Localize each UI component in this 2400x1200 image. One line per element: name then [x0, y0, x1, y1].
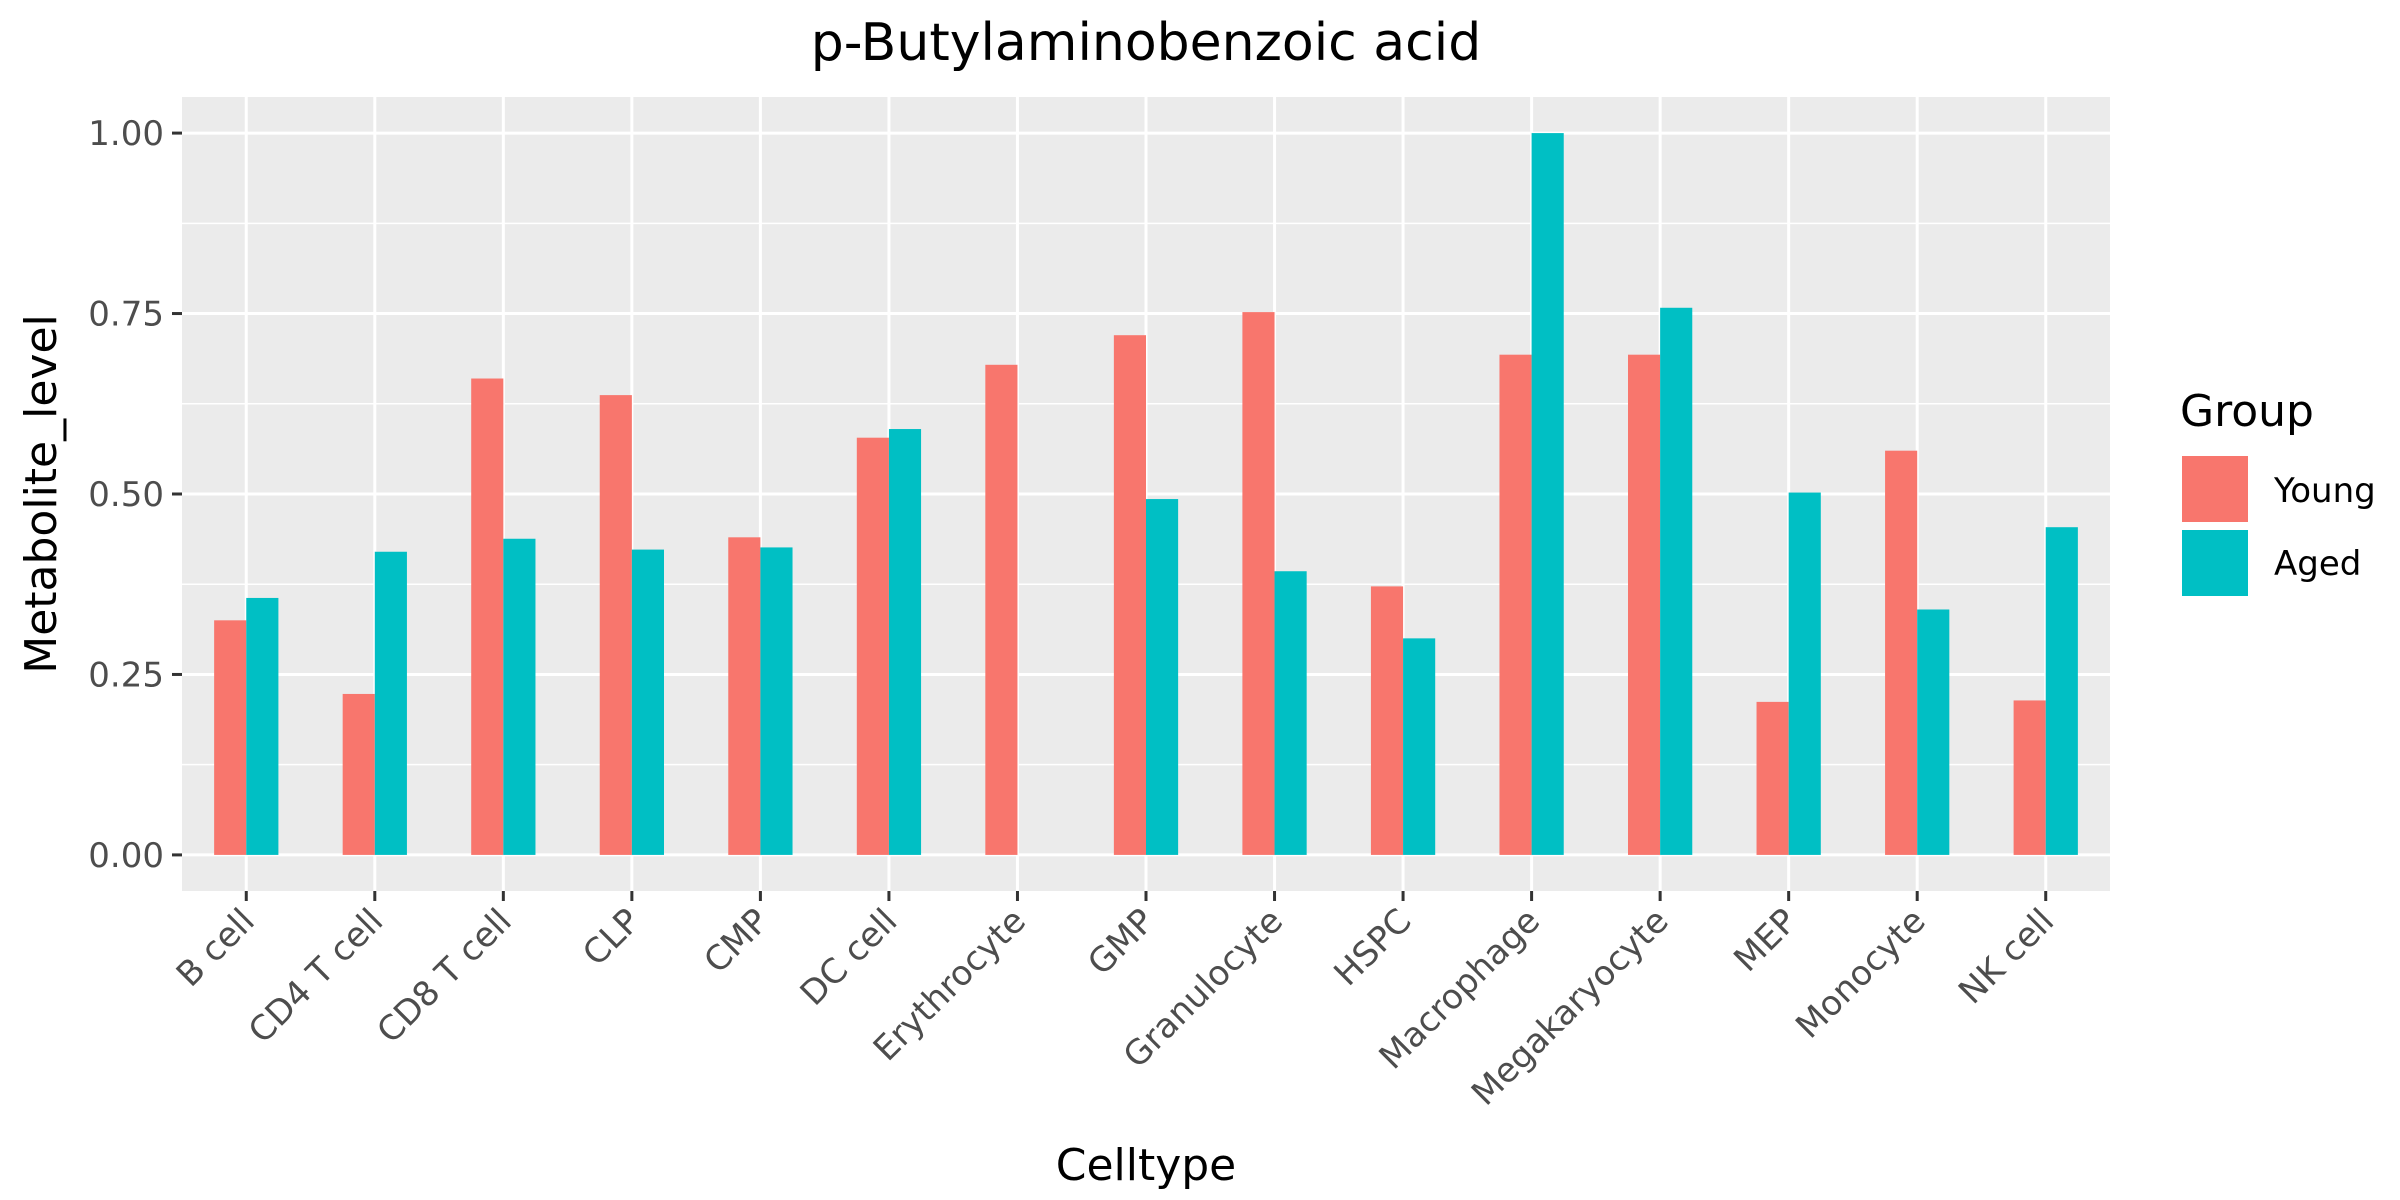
y-axis-title: Metabolite_level	[16, 314, 67, 674]
legend: Group Young Aged	[2180, 386, 2376, 596]
bar-young-cd8-t-cell	[471, 378, 504, 855]
bar-young-nk-cell	[2013, 700, 2046, 855]
bar-young-erythrocyte	[985, 364, 1018, 855]
bar-aged-gmp	[1146, 499, 1179, 855]
legend-title: Group	[2180, 386, 2314, 437]
bar-aged-hspc	[1403, 638, 1436, 855]
x-tick-label: CD8 T cell	[369, 901, 519, 1051]
bar-young-macrophage	[1499, 354, 1532, 855]
x-tick-label: Monocyte	[1788, 901, 1933, 1046]
bar-aged-mep	[1788, 492, 1821, 855]
bar-young-dc-cell	[856, 437, 889, 855]
bar-young-clp	[599, 395, 632, 855]
y-tick-label: 1.00	[88, 114, 164, 154]
bar-young-megakaryocyte	[1628, 354, 1661, 855]
bar-young-hspc	[1370, 586, 1404, 855]
x-axis-title: Celltype	[1056, 1140, 1237, 1191]
bar-aged-dc-cell	[888, 429, 922, 855]
x-tick-label: B cell	[169, 901, 263, 995]
legend-key-young	[2182, 456, 2248, 522]
bar-young-cmp	[728, 537, 761, 855]
x-tick-label: CLP	[575, 901, 648, 974]
bar-young-granulocyte	[1242, 312, 1275, 855]
bar-aged-cmp	[760, 547, 793, 855]
x-tick-label: MEP	[1726, 901, 1805, 980]
y-tick-label: 0.25	[88, 655, 164, 695]
y-tick-label: 0.50	[88, 475, 164, 515]
bar-young-cd4-t-cell	[342, 693, 375, 855]
bar-aged-cd4-t-cell	[374, 551, 407, 855]
bar-aged-clp	[631, 549, 664, 855]
bar-young-mep	[1756, 701, 1789, 855]
bar-aged-megakaryocyte	[1660, 307, 1693, 855]
bar-young-b-cell	[214, 620, 247, 855]
legend-key-aged	[2182, 530, 2248, 596]
bar-aged-macrophage	[1531, 133, 1564, 855]
x-tick-label: GMP	[1080, 901, 1162, 983]
y-tick-label: 0.00	[88, 836, 164, 876]
bar-aged-nk-cell	[2045, 527, 2078, 855]
bar-aged-granulocyte	[1274, 571, 1307, 855]
legend-label-aged: Aged	[2274, 544, 2361, 584]
legend-label-young: Young	[2273, 471, 2376, 511]
x-tick-label: CMP	[696, 901, 776, 981]
bar-young-gmp	[1113, 335, 1146, 855]
x-tick-label: NK cell	[1951, 901, 2062, 1012]
chart-title: p-Butylaminobenzoic acid	[811, 13, 1481, 73]
bar-aged-cd8-t-cell	[503, 538, 536, 855]
bars	[214, 133, 2078, 855]
bar-young-monocyte	[1885, 450, 1918, 855]
y-tick-label: 0.75	[88, 295, 164, 335]
bar-aged-b-cell	[246, 597, 279, 855]
y-axis: 0.00 0.25 0.50 0.75 1.00	[88, 114, 182, 876]
x-tick-label: HSPC	[1327, 901, 1420, 994]
x-tick-label: DC cell	[793, 901, 906, 1014]
x-tick-label: CD4 T cell	[241, 901, 391, 1051]
bar-aged-monocyte	[1917, 609, 1950, 855]
